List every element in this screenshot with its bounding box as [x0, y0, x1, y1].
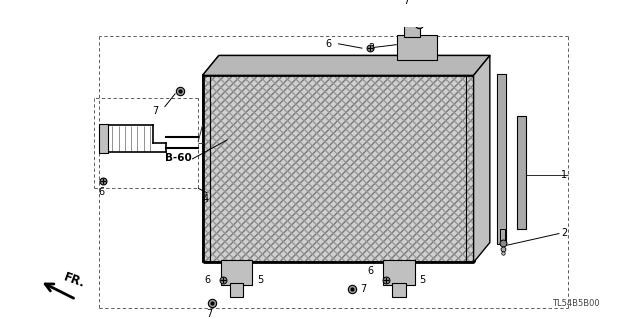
Text: 6: 6	[367, 266, 373, 276]
Bar	[397, 35, 438, 60]
Bar	[383, 260, 415, 285]
Text: 6: 6	[205, 275, 211, 286]
Bar	[500, 229, 505, 240]
Bar	[230, 283, 243, 297]
Text: FR.: FR.	[61, 271, 87, 290]
Bar	[99, 124, 108, 153]
Bar	[392, 283, 406, 297]
Polygon shape	[474, 56, 490, 262]
Text: 7: 7	[152, 106, 159, 115]
Text: 6: 6	[326, 39, 332, 49]
Polygon shape	[202, 75, 474, 262]
Text: 7: 7	[361, 285, 367, 294]
Bar	[517, 116, 526, 229]
Text: 4: 4	[202, 194, 209, 204]
Bar	[497, 74, 506, 244]
Text: 1: 1	[561, 170, 567, 180]
Text: B-60: B-60	[164, 153, 191, 163]
Text: 5: 5	[419, 275, 426, 286]
Bar	[221, 260, 252, 285]
Text: 5: 5	[257, 275, 263, 286]
Polygon shape	[202, 56, 490, 75]
Text: 7: 7	[403, 0, 409, 6]
Text: 2: 2	[561, 228, 568, 239]
Text: TL54B5B00: TL54B5B00	[552, 299, 600, 308]
Text: 3: 3	[368, 43, 374, 53]
Text: 6: 6	[99, 187, 104, 197]
Bar	[404, 21, 420, 37]
Text: 7: 7	[207, 309, 213, 319]
